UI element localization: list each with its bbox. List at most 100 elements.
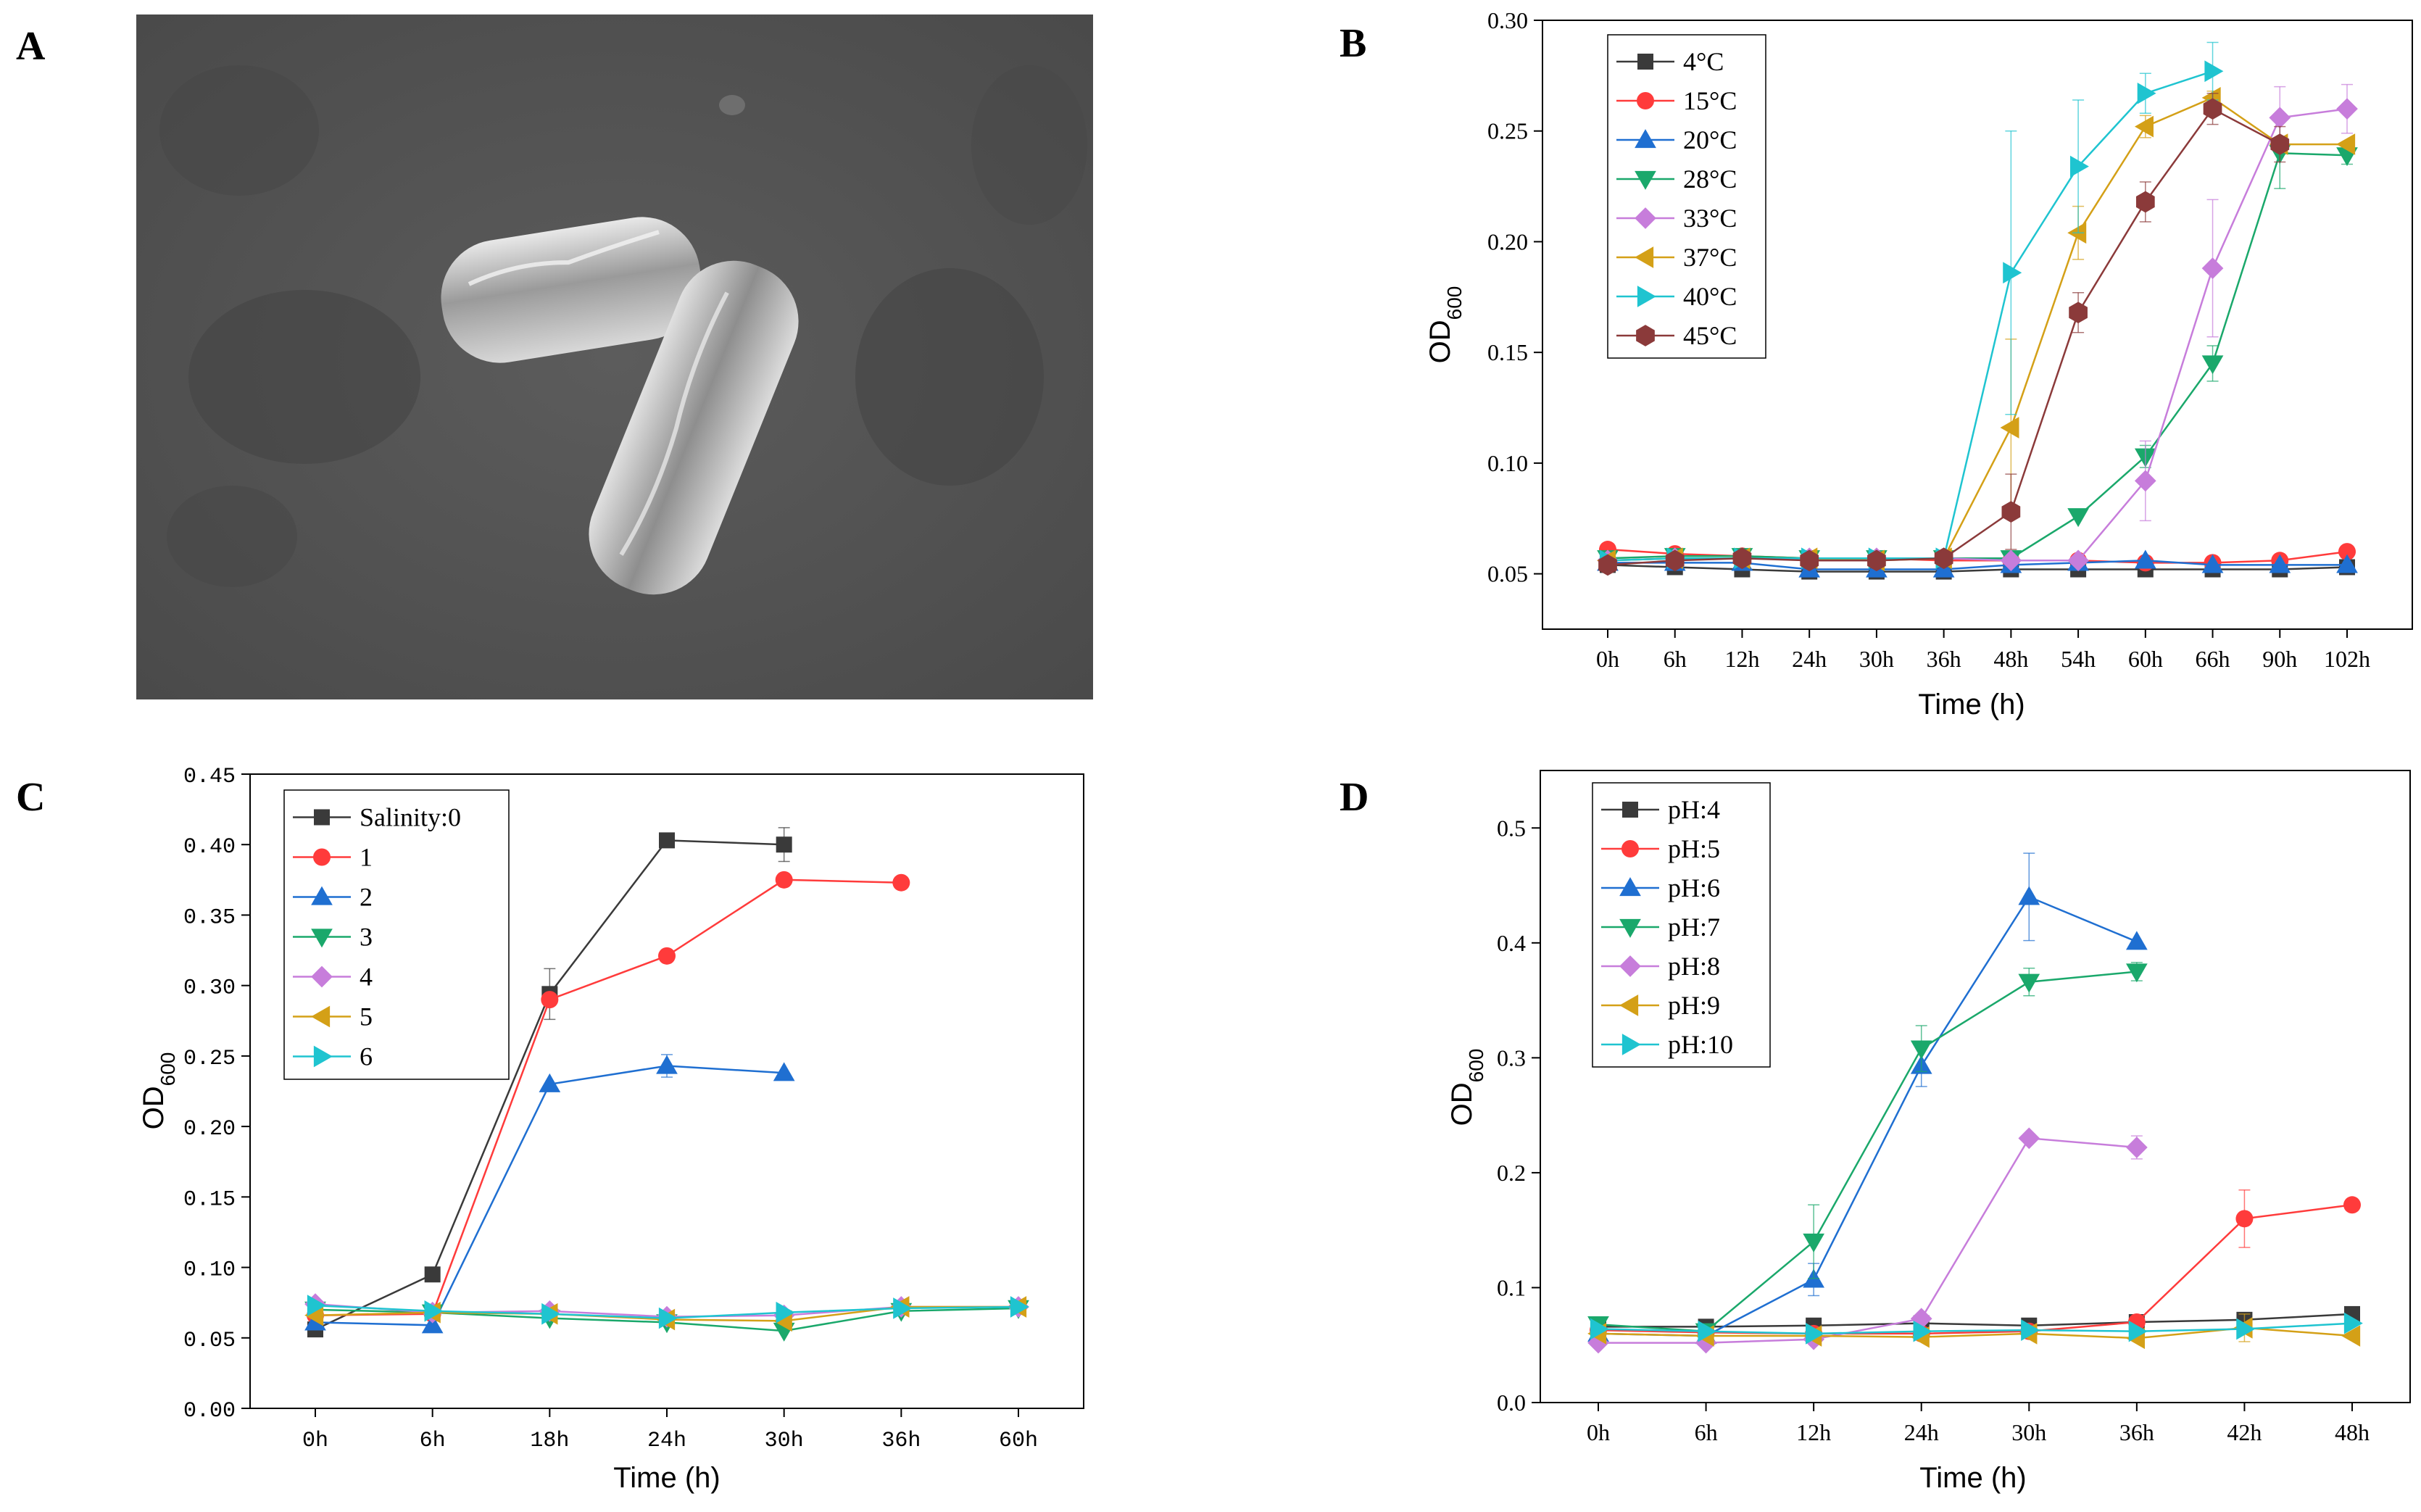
data-point [2203, 98, 2222, 120]
x-axis-title: Time (h) [613, 1462, 720, 1494]
data-point [2134, 470, 2156, 492]
x-tick-label: 36h [881, 1429, 921, 1453]
data-point [776, 1301, 795, 1324]
legend-marker [1619, 955, 1641, 977]
data-point [2067, 549, 2089, 572]
y-tick-label: 0.00 [183, 1399, 236, 1424]
data-point [2336, 554, 2358, 573]
legend-label: 2 [360, 883, 373, 912]
data-point [2134, 115, 2154, 138]
series-line [1598, 1322, 2353, 1335]
panel-letter-c: C [16, 775, 45, 820]
legend-label: pH:7 [1668, 913, 1720, 942]
data-point [307, 1295, 326, 1316]
data-point [2204, 60, 2224, 83]
data-point [2000, 549, 2022, 572]
sem-micrograph [136, 14, 1093, 699]
legend-label: 20°C [1683, 125, 1737, 154]
data-point [2201, 554, 2224, 573]
legend-label: 40°C [1683, 282, 1737, 311]
series-line [1608, 560, 2347, 570]
series-8 [1598, 93, 2290, 576]
x-tick-label: 0h [1596, 646, 1619, 672]
legend-marker [313, 1045, 333, 1068]
data-point [2018, 973, 2040, 993]
x-tick-label: 30h [765, 1429, 804, 1453]
data-point [2338, 543, 2356, 561]
legend-marker [1635, 246, 1654, 268]
data-point [1590, 1318, 1609, 1340]
y-tick-label: 0.20 [183, 1117, 236, 1142]
series-line [315, 878, 902, 1316]
series-3 [304, 1054, 795, 1334]
bacterium-rod-horizontal [441, 217, 702, 363]
x-axis-title: Time (h) [1919, 1462, 2026, 1494]
data-point [658, 947, 676, 965]
data-point [539, 1073, 561, 1092]
data-point [2135, 191, 2155, 213]
legend-box [1592, 782, 1771, 1068]
data-point [1010, 1296, 1029, 1318]
data-point [2069, 155, 2089, 178]
legend-marker [311, 1005, 331, 1028]
legend-label: 6 [360, 1042, 373, 1071]
x-tick-label: 24h [647, 1429, 686, 1453]
data-point [2270, 133, 2290, 155]
data-point [2001, 501, 2021, 523]
legend-marker [1619, 877, 1641, 897]
y-tick-label: 0.40 [183, 835, 236, 860]
legend-label: pH:10 [1668, 1030, 1733, 1059]
data-point [2343, 1312, 2363, 1334]
data-point [2236, 1318, 2256, 1340]
data-point [776, 836, 792, 853]
y-axis-title: OD600 [1424, 286, 1466, 364]
legend-label: 33°C [1683, 204, 1737, 233]
series-7 [307, 1295, 1029, 1329]
legend-label: Salinity:0 [360, 803, 461, 832]
data-point [1698, 1320, 1717, 1342]
legend-label: pH:8 [1668, 952, 1720, 981]
data-point [2137, 82, 2156, 104]
y-tick-label: 0.05 [183, 1329, 236, 1353]
data-point [2018, 1127, 2040, 1150]
x-tick-label: 30h [1859, 646, 1894, 672]
x-tick-label: 90h [2262, 646, 2297, 672]
data-point [2126, 1137, 2148, 1158]
y-tick-label: 0.10 [183, 1258, 236, 1283]
legend-marker [1636, 325, 1655, 346]
data-point [2341, 1325, 2361, 1347]
series-line [1607, 564, 2348, 573]
legend-marker [311, 929, 333, 948]
y-tick-label: 0.35 [183, 905, 236, 930]
legend-marker [314, 809, 330, 826]
y-tick-label: 0.15 [183, 1187, 236, 1212]
y-tick-label: 0.45 [183, 765, 236, 789]
data-point [2018, 886, 2040, 905]
x-tick-label: 6h [1695, 1419, 1718, 1445]
data-point [1732, 547, 1752, 570]
data-point [2134, 549, 2156, 569]
y-tick-label: 0.25 [183, 1047, 236, 1071]
x-tick-label: 36h [1927, 646, 1961, 672]
legend-marker [1619, 918, 1641, 938]
legend: Salinity:0 1 2 3 4 5 6 [283, 789, 510, 1080]
data-point [2343, 1196, 2361, 1214]
chart-ph: 0.0 0.1 0.2 0.3 0.4 0.5 0h 6h 12h 24h 30h 36h 42h 48… [1446, 770, 2411, 1494]
series-3 [1597, 549, 2358, 578]
x-tick-label: 66h [2196, 646, 2230, 672]
x-tick-label: 18h [530, 1429, 569, 1453]
data-point [1587, 1332, 1609, 1354]
legend-label: pH:6 [1668, 873, 1720, 902]
data-point [2201, 257, 2224, 279]
legend-label: 45°C [1683, 321, 1737, 350]
x-tick-label: 48h [1993, 646, 2028, 672]
legend-label: 5 [360, 1002, 373, 1031]
legend-box [1607, 34, 1766, 359]
x-tick-label: 60h [2128, 646, 2163, 672]
y-tick-label: 0.30 [1487, 7, 1528, 33]
legend-marker [1635, 170, 1656, 190]
x-tick-label: 54h [2061, 646, 2096, 672]
legend-marker [1619, 994, 1639, 1016]
legend-label: 4 [360, 963, 373, 992]
